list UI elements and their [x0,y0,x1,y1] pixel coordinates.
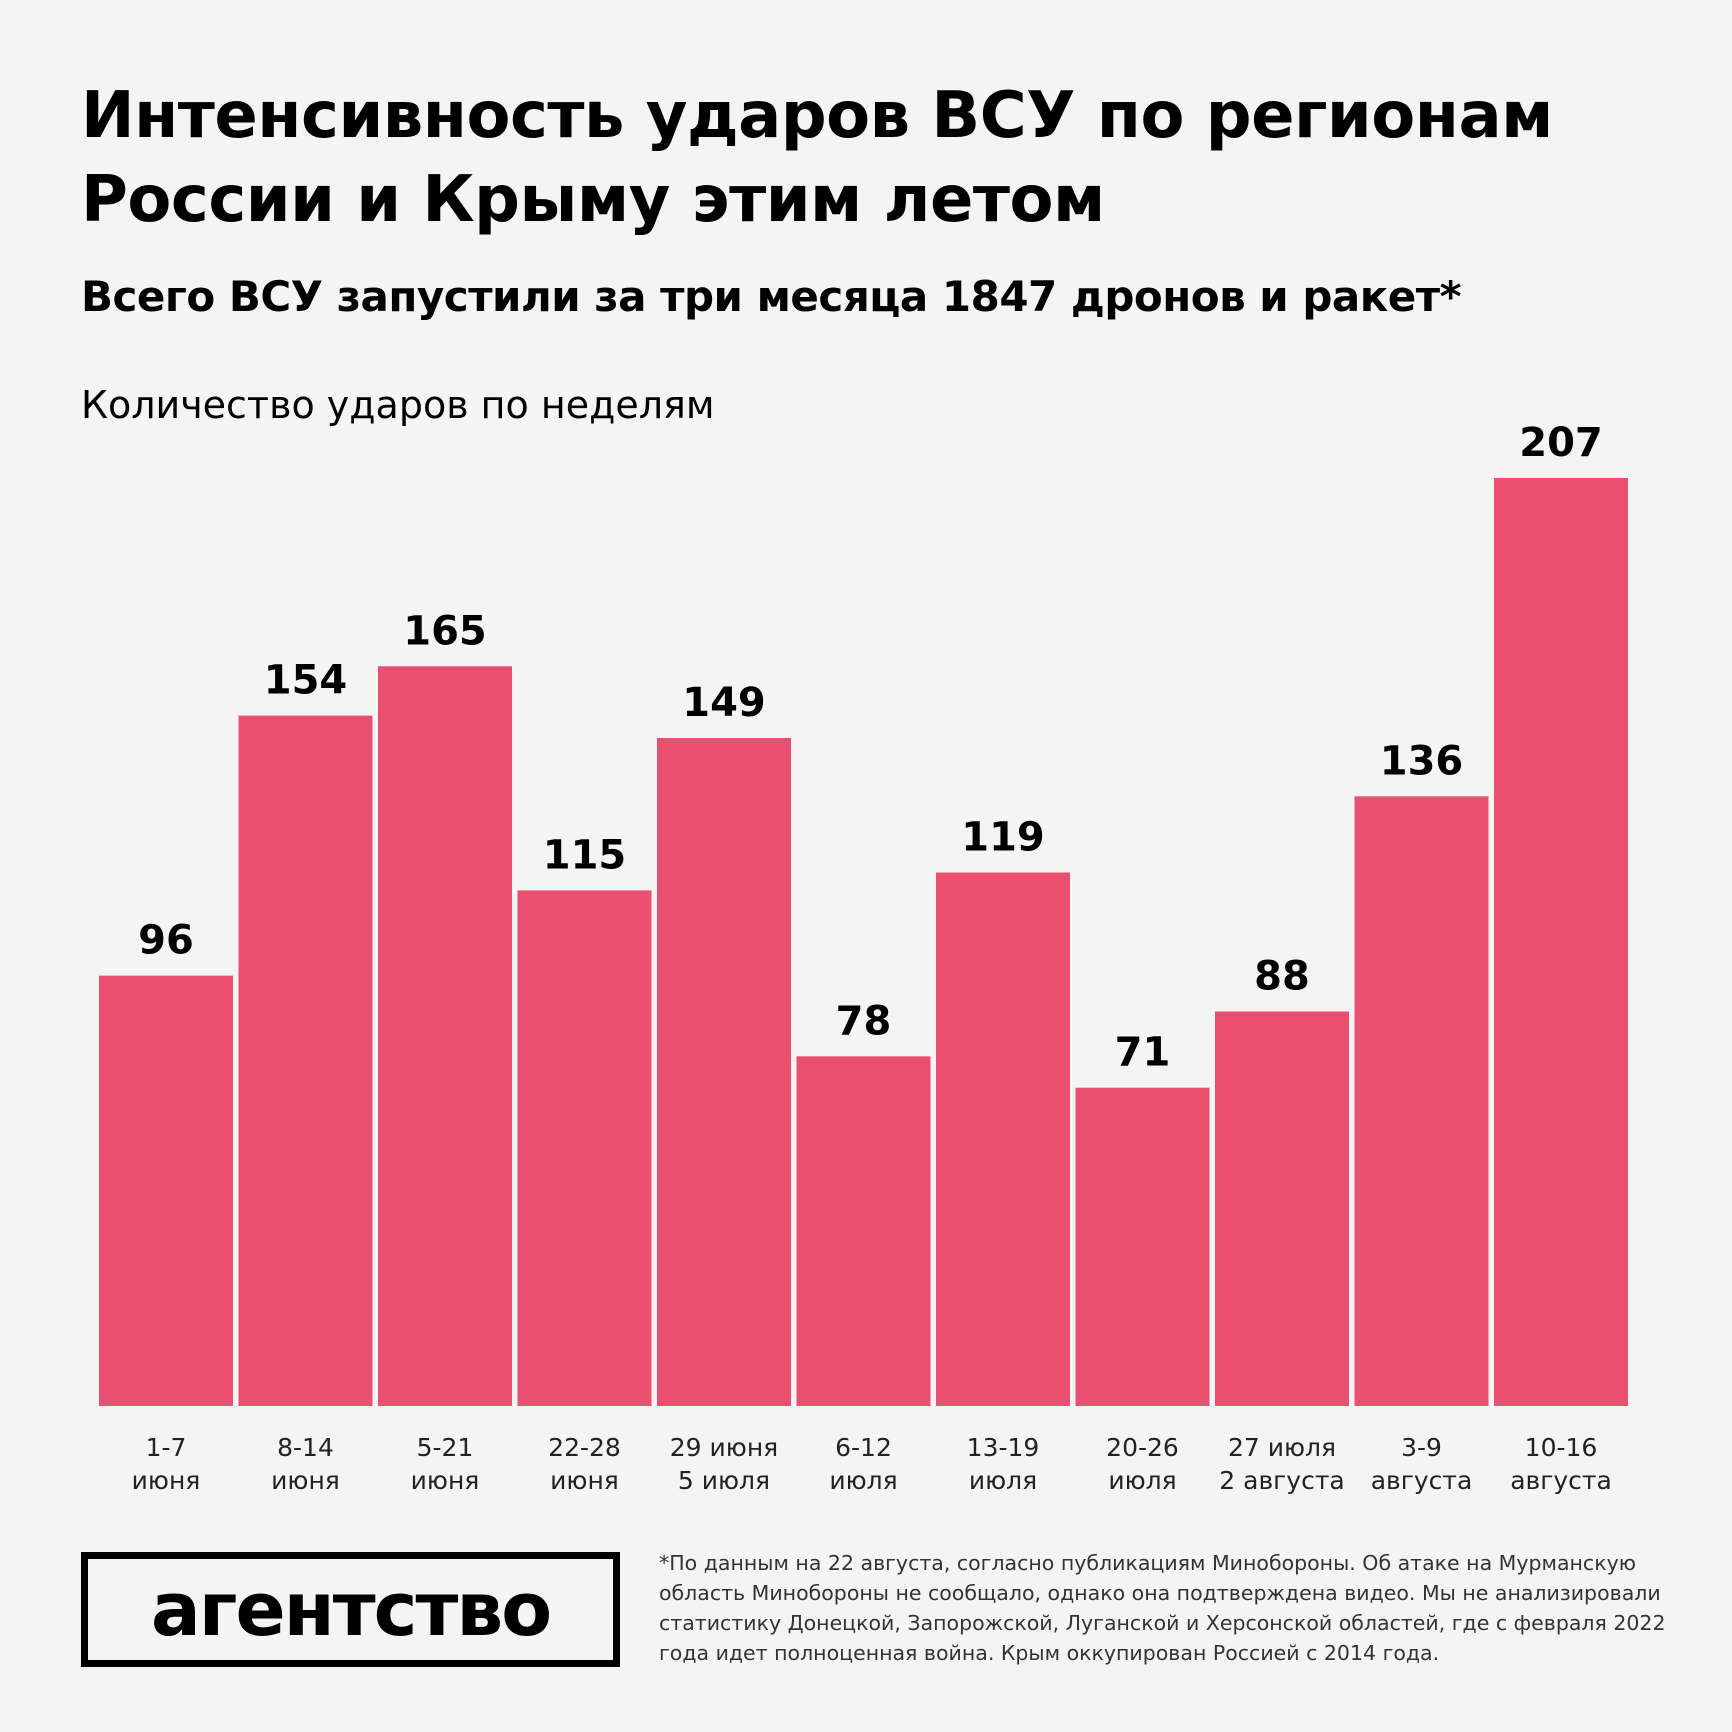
x-tick-label: августа [1510,1466,1612,1495]
x-tick-label: 5 июля [678,1466,770,1495]
bar [936,872,1070,1406]
footnote: *По данным на 22 августа, согласно публи… [659,1551,1666,1665]
x-tick-label: 1-7 [146,1433,187,1462]
x-tick-label: 6-12 [835,1433,892,1462]
chart-title: Количество ударов по неделям [81,383,715,427]
data-label: 154 [264,658,348,704]
x-tick-label: июля [829,1466,897,1495]
data-label: 115 [543,832,627,878]
bar [517,890,652,1406]
data-label: 136 [1380,738,1464,784]
x-tick-label: июля [1108,1466,1176,1495]
x-tick-label: 13-19 [967,1433,1040,1462]
x-tick-label: июня [411,1466,480,1495]
x-tick-label: 10-16 [1525,1433,1598,1462]
subtitle: Всего ВСУ запустили за три месяца 1847 д… [81,272,1462,321]
bar [1215,1011,1349,1406]
x-tick-label: июля [969,1466,1037,1495]
data-label: 119 [961,815,1045,861]
data-label: 207 [1519,420,1603,466]
x-tick-label: августа [1371,1466,1473,1495]
bar-chart: 96 1-7 июня 154 8-14 июня 165 5-21 июня 115 22-28 и… [99,420,1628,1495]
page-title: Интенсивность ударов ВСУ по регионам Рос… [81,79,1553,237]
data-label: 96 [138,918,194,964]
bar [1354,796,1489,1406]
x-tick-label: 5-21 [417,1433,474,1462]
data-label: 88 [1254,953,1310,999]
x-tick-label: 3-9 [1401,1433,1442,1462]
bar [1075,1087,1210,1406]
x-tick-label: 8-14 [277,1433,334,1462]
data-label: 78 [836,998,892,1044]
x-tick-label: июня [271,1466,340,1495]
data-label: 149 [682,680,766,726]
x-tick-label: июня [132,1466,201,1495]
bar [238,715,373,1406]
data-label: 71 [1115,1030,1171,1076]
x-tick-label: 29 июня [670,1433,778,1462]
x-tick-label: 2 августа [1219,1466,1344,1495]
bar [796,1056,931,1406]
agentstvo-logo: агентство [81,1552,620,1667]
bar [99,975,233,1406]
bar [1494,478,1628,1406]
x-tick-label: 20-26 [1106,1433,1179,1462]
x-tick-label: июня [550,1466,619,1495]
x-tick-label: 22-28 [548,1433,621,1462]
bar [378,666,512,1406]
bar [657,738,791,1406]
data-label: 165 [403,608,487,654]
x-tick-label: 27 июля [1228,1433,1336,1462]
